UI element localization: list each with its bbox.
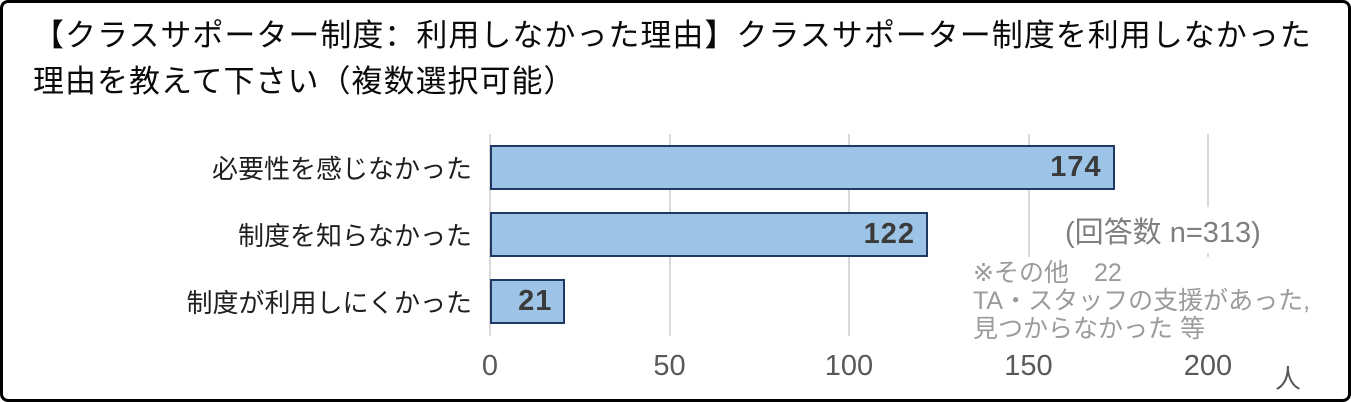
other-responses-note: ※その他 22 TA・スタッフの支援があった, 見つからなかった 等 <box>969 257 1315 345</box>
category-label: 必要性を感じなかった <box>211 154 472 184</box>
bar-value-label: 174 <box>1050 151 1102 183</box>
bar-row: 必要性を感じなかった 174 <box>3 134 1348 201</box>
bar-row: 制度が利用しにくかった 21 <box>3 268 1348 335</box>
x-tick-label: 100 <box>824 350 874 382</box>
gridline <box>1027 134 1030 336</box>
bar-value-label: 122 <box>863 218 915 250</box>
category-label: 制度を知らなかった <box>237 221 472 251</box>
note-line-1: ※その他 22 <box>973 259 1122 287</box>
note-line-3: 見つからなかった 等 <box>973 315 1205 343</box>
x-axis-tick-labels: 0 50 100 150 200 <box>482 350 1232 384</box>
bar-rows: 必要性を感じなかった 174 制度を知らなかった 122 制度が利用しにくかった 21 <box>3 134 1348 335</box>
chart-title: 【クラスサポーター制度：利用しなかった理由】クラスサポーター制度を利用しなかった… <box>33 18 1312 99</box>
bar: 174 <box>490 145 1115 190</box>
bar-row: 制度を知らなかった 122 <box>3 201 1348 268</box>
category-label: 制度が利用しにくかった <box>186 288 472 318</box>
response-count-annotation: (回答数 n=313) <box>1061 207 1265 253</box>
bar-track: 174 <box>490 145 1208 190</box>
x-tick-label: 50 <box>653 350 686 382</box>
bar-track: 122 <box>490 212 1208 257</box>
bar-value-label: 21 <box>518 285 553 317</box>
x-tick-label: 0 <box>481 350 499 382</box>
bar-track: 21 <box>490 279 1208 324</box>
x-tick-label: 150 <box>1004 350 1053 382</box>
note-line-2: TA・スタッフの支援があった, <box>973 287 1311 315</box>
bar: 122 <box>490 212 928 257</box>
bar: 21 <box>490 279 566 324</box>
x-axis-unit-label: 人 <box>1275 364 1302 394</box>
x-tick-label: 200 <box>1183 350 1233 382</box>
